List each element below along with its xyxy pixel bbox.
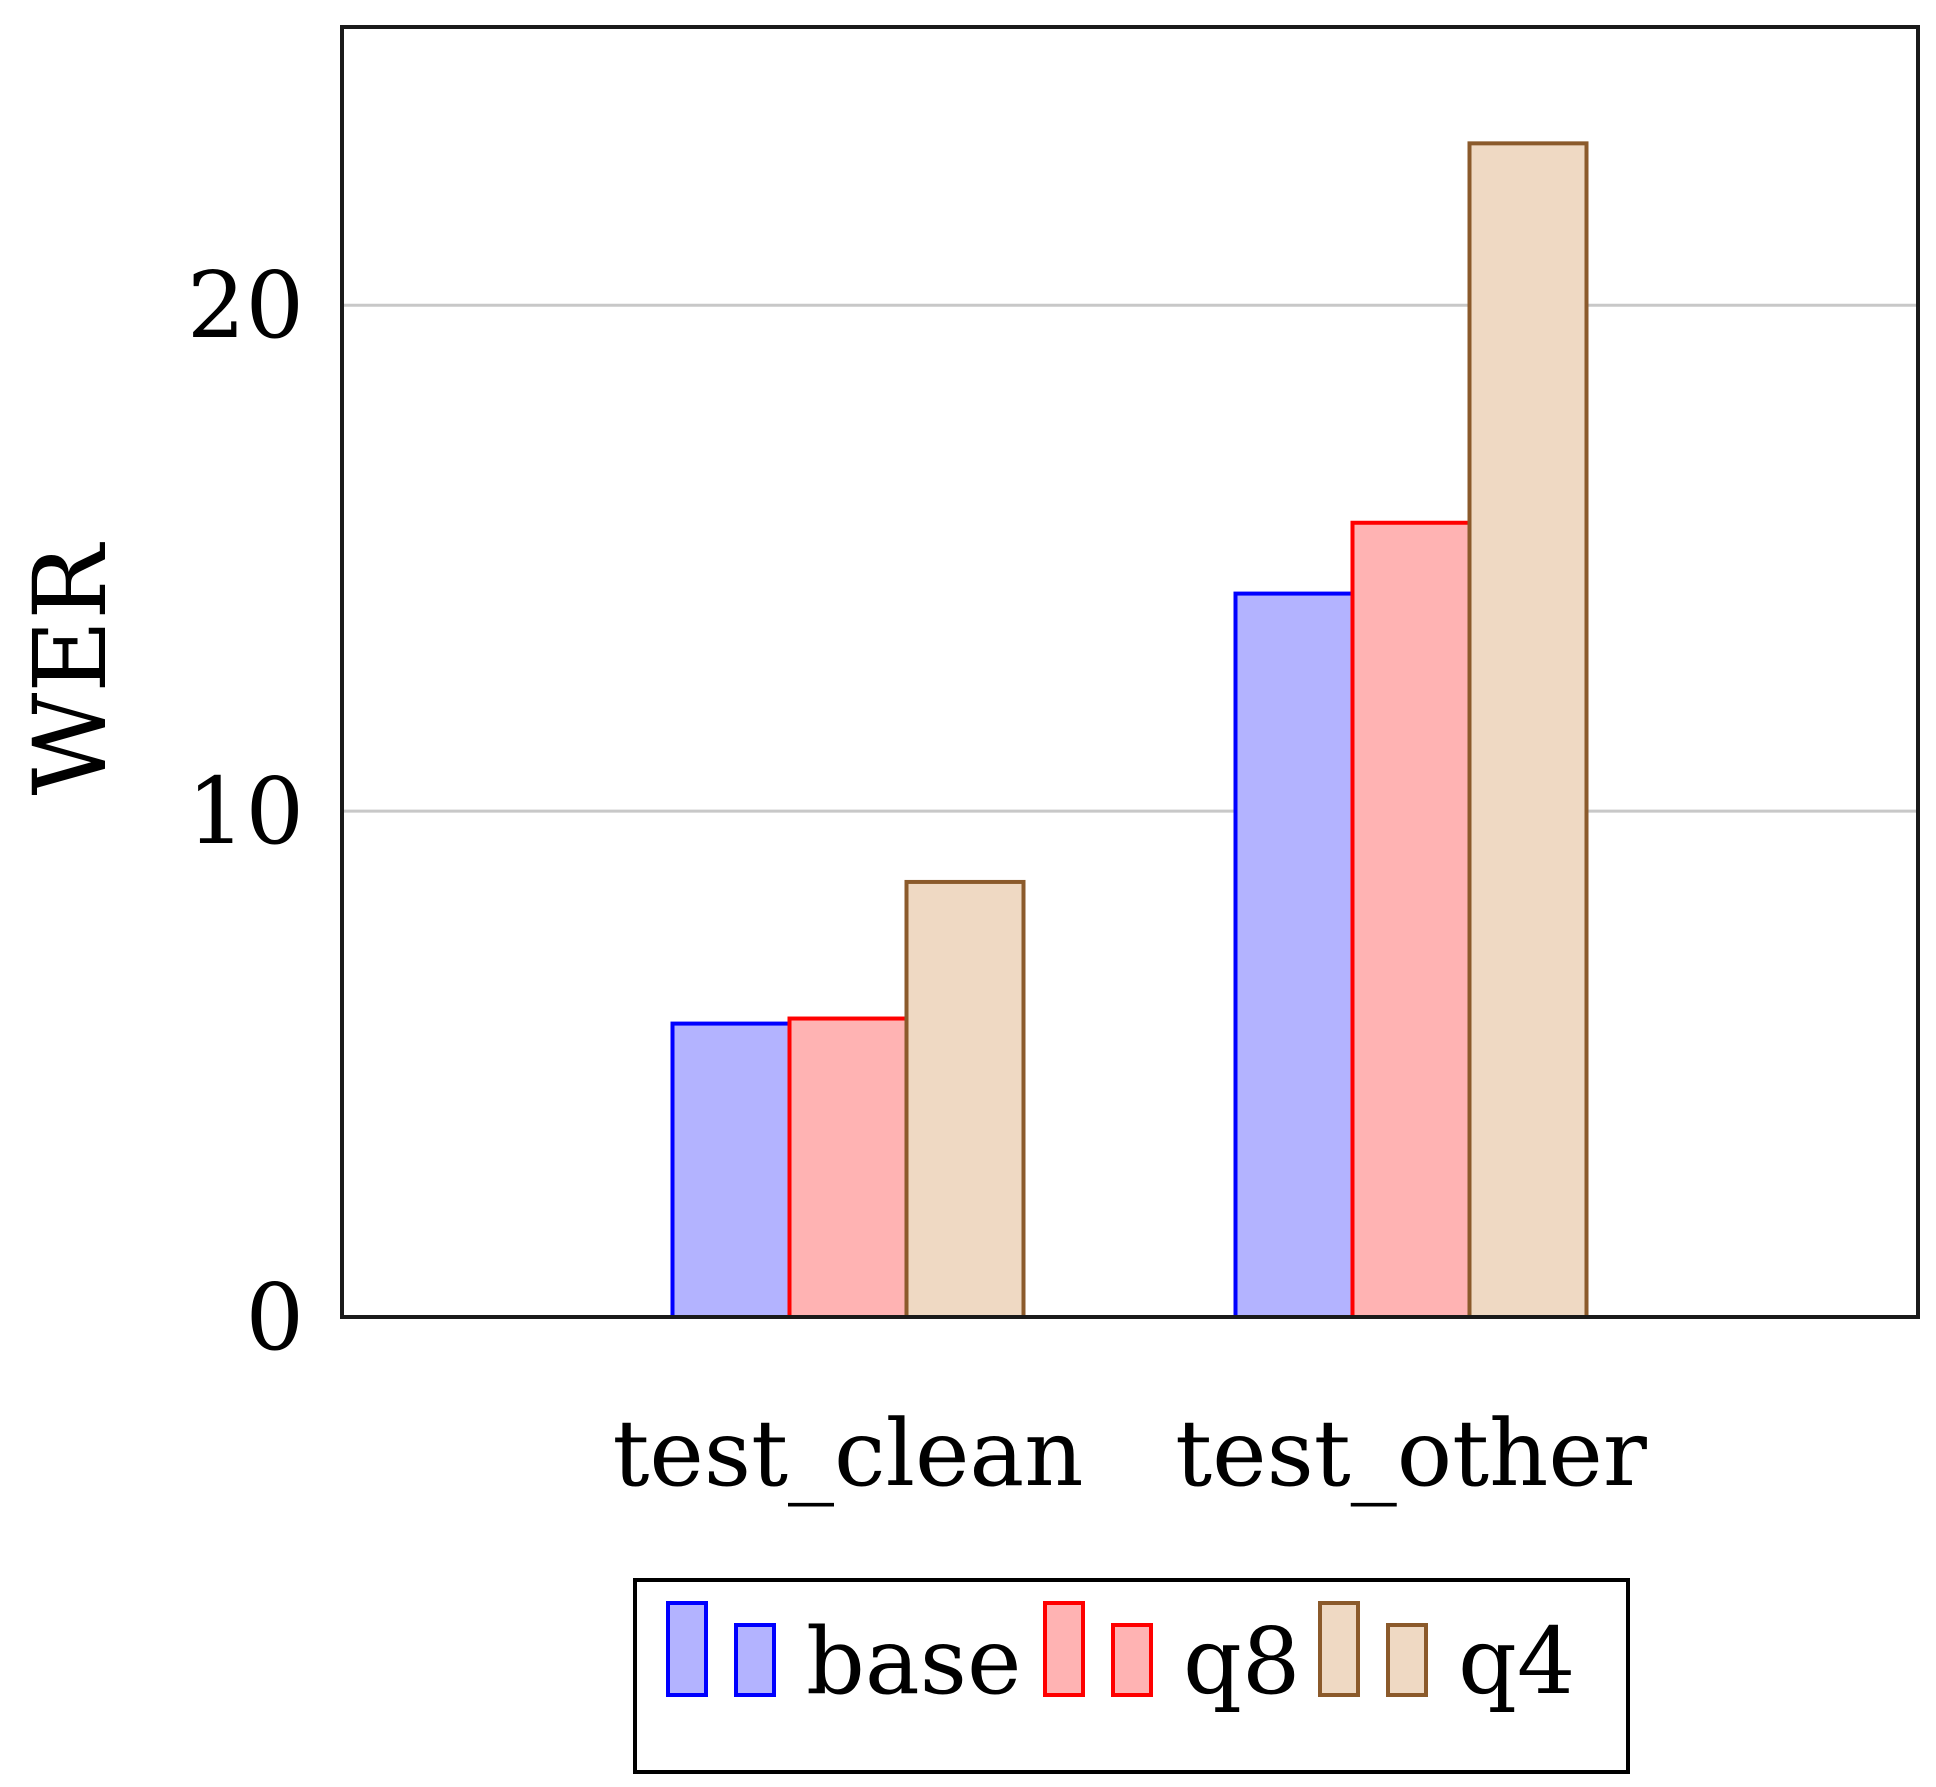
bars	[670, 141, 1589, 1320]
legend-swatch-q4	[1386, 1623, 1428, 1697]
x-category-label: test_clean	[612, 1400, 1083, 1507]
bar-q4-test_clean	[904, 879, 1026, 1319]
bar-base-test_clean	[670, 1021, 792, 1320]
legend-swatch-q8	[1111, 1623, 1153, 1697]
plot-frame	[340, 25, 1920, 1319]
legend-label-base: base	[806, 1608, 1021, 1715]
legend: base q8 q4	[633, 1578, 1630, 1774]
y-axis-title: WER	[12, 542, 129, 796]
legend-swatch-base	[734, 1623, 776, 1697]
bar-q4-test_other	[1467, 141, 1589, 1320]
y-tick-label: 10	[187, 758, 304, 865]
y-tick-label: 0	[245, 1264, 304, 1371]
legend-label-q8: q8	[1183, 1608, 1300, 1715]
bar-base-test_other	[1233, 591, 1355, 1319]
bar-q8-test_clean	[787, 1016, 909, 1319]
legend-items: base q8 q4	[666, 1601, 1575, 1715]
legend-swatch-base	[666, 1601, 708, 1697]
legend-swatch-q4	[1318, 1601, 1360, 1697]
y-tick-label: 20	[187, 252, 304, 359]
x-category-labels: test_clean test_other	[612, 1400, 1646, 1507]
legend-swatch-q8	[1043, 1601, 1085, 1697]
x-category-label: test_other	[1175, 1400, 1647, 1507]
grid-lines	[342, 303, 1918, 813]
y-tick-labels: 0 10 20	[187, 252, 304, 1371]
legend-label-q4: q4	[1458, 1608, 1575, 1715]
bar-q8-test_other	[1350, 520, 1472, 1319]
